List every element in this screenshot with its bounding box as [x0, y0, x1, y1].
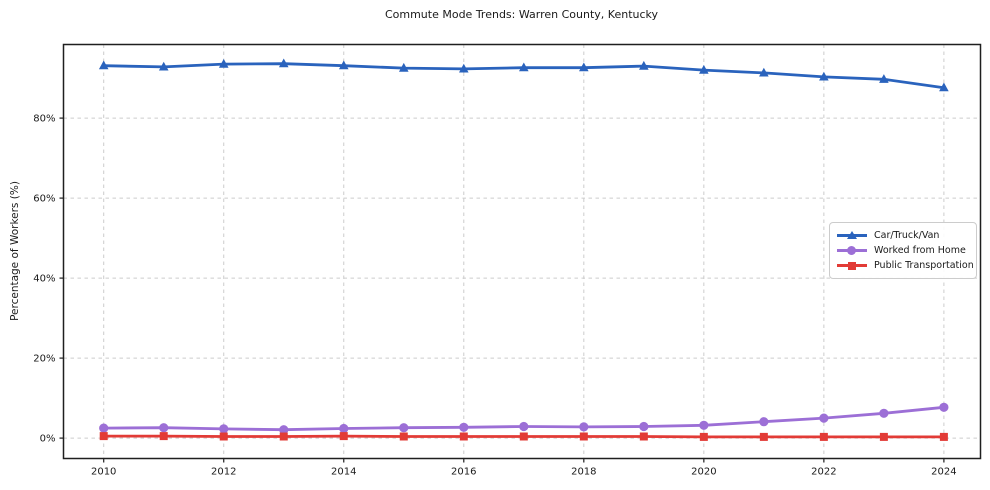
x-tick-label: 2020 [691, 467, 716, 478]
plot-border [62, 43, 982, 460]
series-marker-public-transportation-2023 [879, 432, 888, 441]
series-marker-worked-from-home-2022 [819, 413, 829, 423]
series-marker-car-truck-van-2010 [98, 60, 109, 70]
series-marker-worked-from-home-2013 [279, 425, 289, 435]
legend-item-car-truck-van: Car/Truck/Van [837, 228, 968, 243]
y-tick-label: 0% [40, 434, 56, 445]
legend-item-worked-from-home: Worked from Home [837, 243, 968, 258]
legend-label: Worked from Home [874, 245, 966, 256]
legend-item-public-transportation: Public Transportation [837, 258, 974, 273]
series-marker-worked-from-home-2010 [99, 423, 109, 433]
series-marker-public-transportation-2014 [339, 432, 348, 441]
series-marker-worked-from-home-2011 [159, 423, 169, 433]
legend-sample-public-transportation [837, 260, 867, 271]
square-marker-icon [848, 261, 856, 270]
series-marker-worked-from-home-2021 [759, 417, 769, 427]
series-marker-worked-from-home-2019 [639, 421, 649, 432]
x-tick-label: 2012 [211, 467, 236, 478]
series-marker-public-transportation-2015 [399, 432, 408, 441]
y-tick-label: 40% [33, 274, 55, 285]
series-marker-car-truck-van-2017 [519, 62, 529, 72]
circle-marker-icon [847, 246, 856, 255]
series-marker-car-truck-van-2019 [639, 60, 649, 70]
series-marker-car-truck-van-2020 [699, 64, 709, 74]
legend-label: Car/Truck/Van [874, 230, 940, 241]
y-tick-label: 60% [33, 194, 55, 205]
y-tick-label: 80% [33, 114, 55, 125]
series-marker-car-truck-van-2018 [579, 62, 589, 72]
series-marker-public-transportation-2019 [639, 432, 648, 441]
legend-label: Public Transportation [874, 260, 974, 271]
series-marker-worked-from-home-2015 [399, 423, 409, 433]
x-tick-label: 2010 [91, 467, 116, 478]
series-marker-car-truck-van-2015 [398, 62, 409, 72]
series-marker-public-transportation-2016 [459, 432, 468, 441]
series-marker-public-transportation-2010 [99, 432, 108, 441]
x-tick-label: 2016 [451, 467, 476, 478]
series-marker-worked-from-home-2024 [939, 402, 949, 412]
chart-title: Commute Mode Trends: Warren County, Kent… [384, 8, 659, 21]
series-marker-public-transportation-2022 [819, 432, 828, 441]
series-marker-public-transportation-2017 [519, 432, 528, 441]
series-marker-public-transportation-2013 [279, 432, 288, 441]
series-marker-public-transportation-2021 [759, 432, 768, 441]
series-marker-public-transportation-2011 [159, 432, 168, 441]
legend-sample-car-truck-van [837, 230, 867, 241]
triangle-marker-icon [847, 231, 857, 239]
x-tick-label: 2018 [571, 467, 596, 478]
series-marker-public-transportation-2024 [939, 432, 948, 441]
series-marker-public-transportation-2012 [219, 432, 228, 441]
series-marker-worked-from-home-2014 [339, 423, 349, 434]
series-marker-car-truck-van-2014 [338, 60, 349, 70]
x-tick-label: 2022 [811, 467, 836, 478]
series-marker-worked-from-home-2023 [879, 408, 889, 418]
series-marker-car-truck-van-2011 [158, 61, 169, 71]
y-tick-label: 20% [33, 354, 55, 365]
series-marker-car-truck-van-2023 [879, 74, 889, 83]
series-marker-car-truck-van-2016 [458, 63, 469, 73]
series-marker-car-truck-van-2021 [759, 67, 769, 77]
legend-sample-worked-from-home [837, 245, 867, 256]
x-tick-label: 2024 [931, 467, 956, 478]
series-marker-car-truck-van-2013 [278, 58, 289, 68]
series-marker-public-transportation-2018 [579, 432, 588, 441]
series-marker-car-truck-van-2024 [939, 82, 949, 92]
series-marker-car-truck-van-2012 [218, 58, 229, 68]
series-marker-public-transportation-2020 [699, 432, 708, 441]
series-marker-worked-from-home-2018 [579, 422, 589, 432]
x-tick-label: 2014 [331, 467, 356, 478]
legend: Car/Truck/Van Worked from Home Public Tran… [829, 222, 977, 279]
series-marker-worked-from-home-2012 [219, 424, 229, 434]
series-marker-worked-from-home-2017 [519, 421, 529, 432]
series-marker-worked-from-home-2016 [459, 422, 469, 432]
series-marker-car-truck-van-2022 [819, 71, 829, 81]
series-marker-worked-from-home-2020 [699, 420, 709, 430]
